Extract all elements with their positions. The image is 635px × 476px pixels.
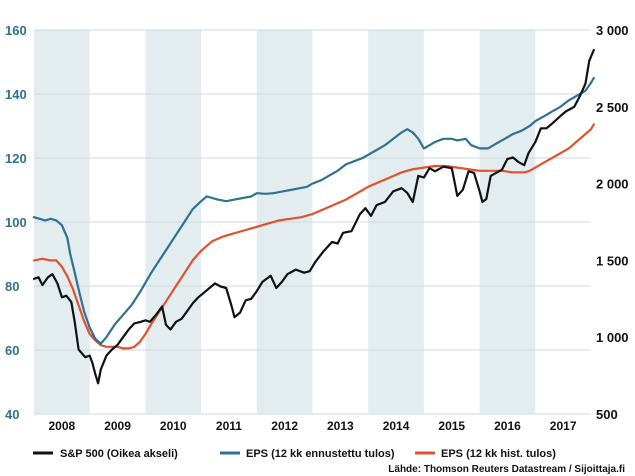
left-tick-label-2: 80 xyxy=(5,279,19,294)
left-tick-label-5: 140 xyxy=(5,87,27,102)
gridlines xyxy=(34,29,591,415)
right-axis-ticks: 500 1 000 1 500 2 000 2 500 3 000 xyxy=(596,23,629,422)
left-tick-label-6: 160 xyxy=(5,23,27,38)
left-axis-ticks: 40 60 80 100 120 140 160 xyxy=(5,23,27,422)
x-tick-label-2015: 2015 xyxy=(438,419,465,433)
left-tick-label-4: 120 xyxy=(5,151,27,166)
series-line-sp500 xyxy=(32,48,595,385)
series-line-eps-forecast xyxy=(32,76,595,345)
left-tick-label-0: 40 xyxy=(5,407,19,422)
legend: S&P 500 (Oikea akseli) EPS (12 kk ennust… xyxy=(33,448,556,460)
series-lines xyxy=(32,48,595,385)
x-tick-label-2014: 2014 xyxy=(383,419,410,433)
x-tick-label-2016: 2016 xyxy=(494,419,521,433)
x-tick-label-2012: 2012 xyxy=(271,419,298,433)
left-tick-label-1: 60 xyxy=(5,343,19,358)
x-tick-label-2013: 2013 xyxy=(327,419,354,433)
legend-label-eps-historical: EPS (12 kk hist. tulos) xyxy=(441,448,556,460)
right-tick-label-3: 2 000 xyxy=(596,177,629,192)
right-tick-label-1: 1 000 xyxy=(596,330,629,345)
series-line-eps-historical xyxy=(32,123,595,350)
x-tick-label-2009: 2009 xyxy=(104,419,131,433)
x-tick-label-2011: 2011 xyxy=(216,419,242,433)
right-tick-label-4: 2 500 xyxy=(596,100,629,115)
right-tick-label-0: 500 xyxy=(596,407,618,422)
legend-label-eps-forecast: EPS (12 kk ennustettu tulos) xyxy=(246,448,395,460)
right-tick-label-2: 1 500 xyxy=(596,253,629,268)
right-tick-label-5: 3 000 xyxy=(596,23,629,38)
source-note: Lähde: Thomson Reuters Datastream / Sijo… xyxy=(388,464,625,475)
x-tick-label-2010: 2010 xyxy=(160,419,187,433)
x-tick-label-2017: 2017 xyxy=(550,419,577,433)
legend-label-sp500: S&P 500 (Oikea akseli) xyxy=(60,448,178,460)
left-tick-label-3: 100 xyxy=(5,215,27,230)
x-tick-label-2008: 2008 xyxy=(48,419,75,433)
x-axis-year-labels: 2008 2009 2010 2011 2012 2013 2014 2015 2016 2017 xyxy=(48,419,576,433)
